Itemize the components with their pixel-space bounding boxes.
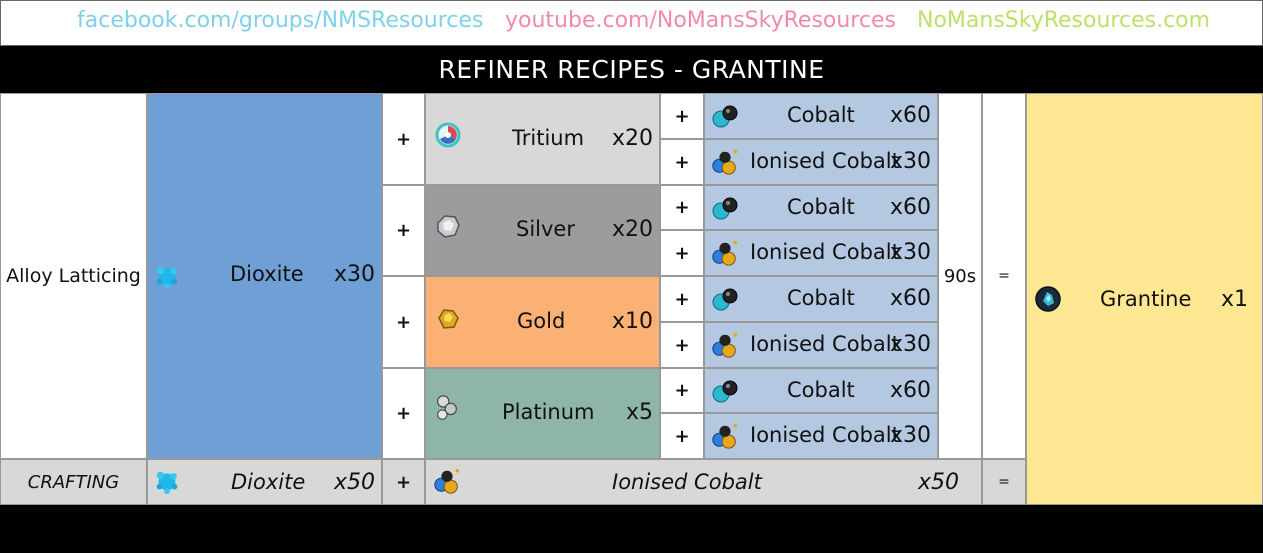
dioxite-icon <box>152 466 182 496</box>
ionised-cobalt-icon <box>710 421 740 451</box>
crafting-ingredient-ionised-cobalt: Ionised Cobalt x50 <box>425 459 982 505</box>
catalyst-cobalt: Cobalt x60 <box>704 93 938 139</box>
catalyst-name: Cobalt <box>787 103 855 127</box>
catalyst-ionised-cobalt: Ionised Cobalt x30 <box>704 230 938 276</box>
catalyst-qty: x60 <box>889 286 931 311</box>
platinum-icon <box>432 393 462 423</box>
catalyst-qty: x30 <box>889 423 931 448</box>
crafting-ingredient-name: Dioxite <box>231 470 306 494</box>
title-bar: REFINER RECIPES - GRANTINE <box>0 46 1263 93</box>
cobalt-icon <box>710 284 740 314</box>
silver-icon <box>433 211 463 241</box>
plus-sign: + <box>660 368 704 413</box>
plus-sign: + <box>382 459 425 505</box>
catalyst-qty: x60 <box>889 103 931 128</box>
primary-qty: x30 <box>333 262 375 287</box>
output-name: Grantine <box>1100 287 1192 311</box>
crafting-equals-cell: = <box>982 459 1026 505</box>
refine-time: 90s <box>943 265 977 287</box>
time-cell: 90s <box>938 93 982 459</box>
secondary-qty: x20 <box>611 217 653 242</box>
crafting-ingredient-qty: x50 <box>333 470 375 495</box>
plus-sign: + <box>382 185 425 276</box>
secondary-name: Tritium <box>512 126 585 150</box>
page-title: REFINER RECIPES - GRANTINE <box>438 55 825 84</box>
catalyst-name: Cobalt <box>787 195 855 219</box>
grantine-icon <box>1033 284 1063 314</box>
facebook-link[interactable]: facebook.com/groups/NMSResources <box>77 8 484 33</box>
catalyst-name: Cobalt <box>787 286 855 310</box>
equals-sign: = <box>998 474 1010 490</box>
secondary-name: Gold <box>517 309 566 333</box>
gold-icon <box>433 304 463 334</box>
crafting-ingredient-qty: x50 <box>917 470 959 495</box>
catalyst-qty: x60 <box>889 195 931 220</box>
secondary-name: Silver <box>516 217 575 241</box>
catalyst-name: Ionised Cobalt <box>750 332 900 356</box>
plus-sign: + <box>660 413 704 459</box>
secondary-qty: x5 <box>625 400 653 425</box>
secondary-ingredient-gold: Gold x10 <box>425 276 660 368</box>
catalyst-ionised-cobalt: Ionised Cobalt x30 <box>704 413 938 459</box>
secondary-ingredient-platinum: Platinum x5 <box>425 368 660 459</box>
cobalt-icon <box>710 193 740 223</box>
plus-sign: + <box>382 93 425 185</box>
cobalt-icon <box>710 376 740 406</box>
crafting-ingredient-dioxite: Dioxite x50 <box>147 459 382 505</box>
catalyst-cobalt: Cobalt x60 <box>704 368 938 413</box>
header-links-bar: facebook.com/groups/NMSResources youtube… <box>0 0 1263 46</box>
output-qty: x1 <box>1220 287 1248 312</box>
plus-sign: + <box>660 230 704 276</box>
crafting-label-cell: CRAFTING <box>0 459 147 505</box>
crafting-ingredient-name: Ionised Cobalt <box>612 470 762 494</box>
catalyst-qty: x30 <box>889 149 931 174</box>
plus-sign: + <box>382 368 425 459</box>
catalyst-cobalt: Cobalt x60 <box>704 185 938 230</box>
footer-bar <box>0 505 1263 553</box>
catalyst-qty: x60 <box>889 378 931 403</box>
output-cell: Grantine x1 <box>1026 93 1263 505</box>
equals-sign: = <box>998 268 1010 284</box>
ionised-cobalt-icon <box>710 147 740 177</box>
catalyst-ionised-cobalt: Ionised Cobalt x30 <box>704 322 938 368</box>
secondary-name: Platinum <box>502 400 595 424</box>
plus-sign: + <box>660 93 704 139</box>
secondary-ingredient-tritium: Tritium x20 <box>425 93 660 185</box>
dioxite-icon <box>152 261 182 291</box>
catalyst-cobalt: Cobalt x60 <box>704 276 938 322</box>
equals-cell: = <box>982 93 1026 459</box>
ionised-cobalt-icon <box>710 238 740 268</box>
website-link[interactable]: NoMansSkyResources.com <box>917 8 1211 33</box>
catalyst-ionised-cobalt: Ionised Cobalt x30 <box>704 139 938 185</box>
plus-sign: + <box>660 322 704 368</box>
primary-ingredient-cell: Dioxite x30 <box>147 93 382 459</box>
plus-sign: + <box>382 276 425 368</box>
catalyst-qty: x30 <box>889 332 931 357</box>
youtube-link[interactable]: youtube.com/NoMansSkyResources <box>505 8 896 33</box>
catalyst-name: Ionised Cobalt <box>750 240 900 264</box>
secondary-ingredient-silver: Silver x20 <box>425 185 660 276</box>
crafting-label: CRAFTING <box>27 471 120 493</box>
catalyst-qty: x30 <box>889 240 931 265</box>
cobalt-icon <box>710 101 740 131</box>
process-name: Alloy Latticing <box>6 265 141 287</box>
catalyst-name: Cobalt <box>787 378 855 402</box>
process-cell: Alloy Latticing <box>0 93 147 459</box>
secondary-qty: x10 <box>611 309 653 334</box>
ionised-cobalt-icon <box>710 330 740 360</box>
plus-sign: + <box>660 276 704 322</box>
catalyst-name: Ionised Cobalt <box>750 149 900 173</box>
ionised-cobalt-icon <box>432 466 462 496</box>
plus-sign: + <box>660 139 704 185</box>
secondary-qty: x20 <box>611 126 653 151</box>
plus-sign: + <box>660 185 704 230</box>
catalyst-name: Ionised Cobalt <box>750 423 900 447</box>
tritium-icon <box>433 120 463 150</box>
primary-name: Dioxite <box>230 262 304 286</box>
